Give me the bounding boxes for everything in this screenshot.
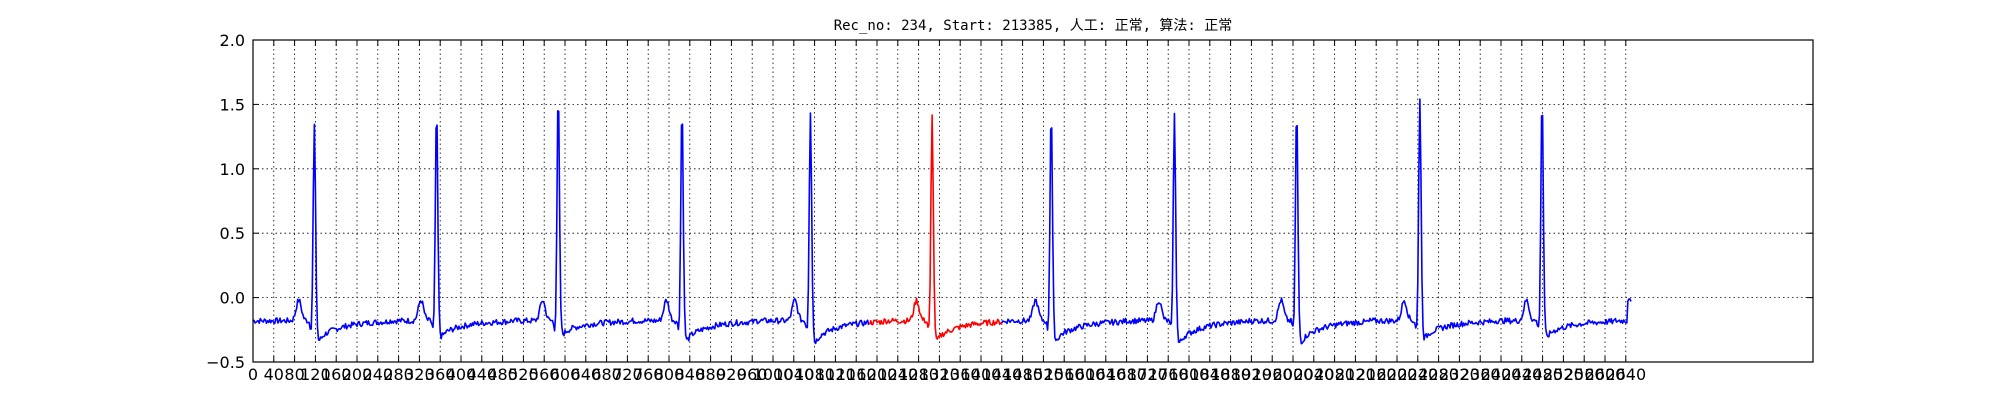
ecg-trace-segment-before — [252, 110, 870, 345]
x-tick-label: 2520 — [1543, 365, 1584, 384]
grid-layer — [253, 40, 1813, 362]
x-tick-label: 2160 — [1356, 365, 1397, 384]
x-tick-label: 1680 — [1106, 365, 1147, 384]
x-tick-label: 1560 — [1044, 365, 1085, 384]
x-tick-label: 1520 — [1023, 365, 1064, 384]
x-tick-label: 320 — [404, 365, 435, 384]
x-tick-label: 2320 — [1439, 365, 1480, 384]
x-tick-label: 920 — [716, 365, 747, 384]
x-tick-label: 2200 — [1377, 365, 1418, 384]
x-tick-label: 120 — [300, 365, 331, 384]
x-tick-label: 280 — [383, 365, 414, 384]
x-tick-label: 520 — [508, 365, 539, 384]
y-tick-label: −0.5 — [206, 353, 245, 372]
x-tick-label: 1440 — [981, 365, 1022, 384]
x-tick-label: 1480 — [1002, 365, 1043, 384]
x-tick-label: 1920 — [1231, 365, 1272, 384]
x-tick-label: 360 — [425, 365, 456, 384]
x-tick-label: 2480 — [1522, 365, 1563, 384]
ecg-trace-highlighted-beat — [868, 114, 1002, 340]
y-tick-label: 1.5 — [220, 95, 245, 114]
x-tick-label: 1080 — [794, 365, 835, 384]
x-tick-label: 1800 — [1169, 365, 1210, 384]
plot-frame — [252, 39, 1814, 363]
y-tick-label: 1.0 — [220, 160, 245, 179]
x-tick-label: 2120 — [1335, 365, 1376, 384]
x-tick-label: 1760 — [1148, 365, 1189, 384]
tick-labels-layer: −0.50.00.51.01.52.00 40 801201602002402803… — [206, 31, 1646, 384]
y-tick-label: 0.5 — [220, 224, 245, 243]
ticks-layer — [252, 39, 1813, 363]
x-tick-label: 1720 — [1127, 365, 1168, 384]
y-tick-label: 2.0 — [220, 31, 245, 50]
x-tick-label: 2280 — [1418, 365, 1459, 384]
x-tick-label: 2040 — [1293, 365, 1334, 384]
x-tick-label: 160 — [321, 365, 352, 384]
x-tick-label: 680 — [591, 365, 622, 384]
x-tick-label: 1200 — [857, 365, 898, 384]
x-tick-label: 2400 — [1481, 365, 1522, 384]
x-tick-label: 560 — [529, 365, 560, 384]
x-tick-label: 960 — [737, 365, 768, 384]
x-tick-label: 2000 — [1273, 365, 1314, 384]
x-tick-label: 1320 — [919, 365, 960, 384]
x-tick-label: 2360 — [1460, 365, 1501, 384]
x-tick-label: 1280 — [898, 365, 939, 384]
x-tick-label: 440 — [467, 365, 498, 384]
x-tick-label: 1160 — [836, 365, 877, 384]
x-tick-label: 1840 — [1189, 365, 1230, 384]
x-tick-label: 1040 — [773, 365, 814, 384]
x-tick-label: 880 — [695, 365, 726, 384]
x-tick-label: 1120 — [815, 365, 856, 384]
x-tick-label: 2600 — [1585, 365, 1626, 384]
x-tick-label: 1960 — [1252, 365, 1293, 384]
x-tick-label: 240 — [363, 365, 394, 384]
x-tick-label: 80 — [284, 365, 304, 384]
x-tick-label: 2560 — [1564, 365, 1605, 384]
x-tick-label: 1000 — [753, 365, 794, 384]
x-tick-label: 1880 — [1210, 365, 1251, 384]
x-tick-label: 840 — [675, 365, 706, 384]
trace-layer — [252, 98, 1632, 345]
x-tick-label: 400 — [446, 365, 477, 384]
x-tick-label: 480 — [487, 365, 518, 384]
x-tick-label: 40 — [264, 365, 284, 384]
x-tick-label: 1240 — [877, 365, 918, 384]
x-tick-label: 2080 — [1314, 365, 1355, 384]
x-tick-label: 200 — [342, 365, 373, 384]
x-tick-label: 600 — [550, 365, 581, 384]
x-tick-label: 1640 — [1085, 365, 1126, 384]
x-tick-label: 2240 — [1397, 365, 1438, 384]
x-tick-label: 1360 — [940, 365, 981, 384]
x-tick-label: 0 — [248, 365, 258, 384]
x-tick-label: 2640 — [1605, 365, 1646, 384]
ecg-trace-segment-after — [1001, 98, 1632, 345]
x-tick-label: 760 — [633, 365, 664, 384]
x-tick-label: 800 — [654, 365, 685, 384]
x-tick-label: 1400 — [961, 365, 1002, 384]
y-tick-label: 0.0 — [220, 289, 245, 308]
x-tick-label: 1600 — [1065, 365, 1106, 384]
chart-title: Rec_no: 234, Start: 213385, 人工: 正常, 算法: … — [834, 18, 1233, 34]
x-tick-label: 2440 — [1501, 365, 1542, 384]
x-tick-label: 720 — [612, 365, 643, 384]
x-tick-label: 640 — [571, 365, 602, 384]
